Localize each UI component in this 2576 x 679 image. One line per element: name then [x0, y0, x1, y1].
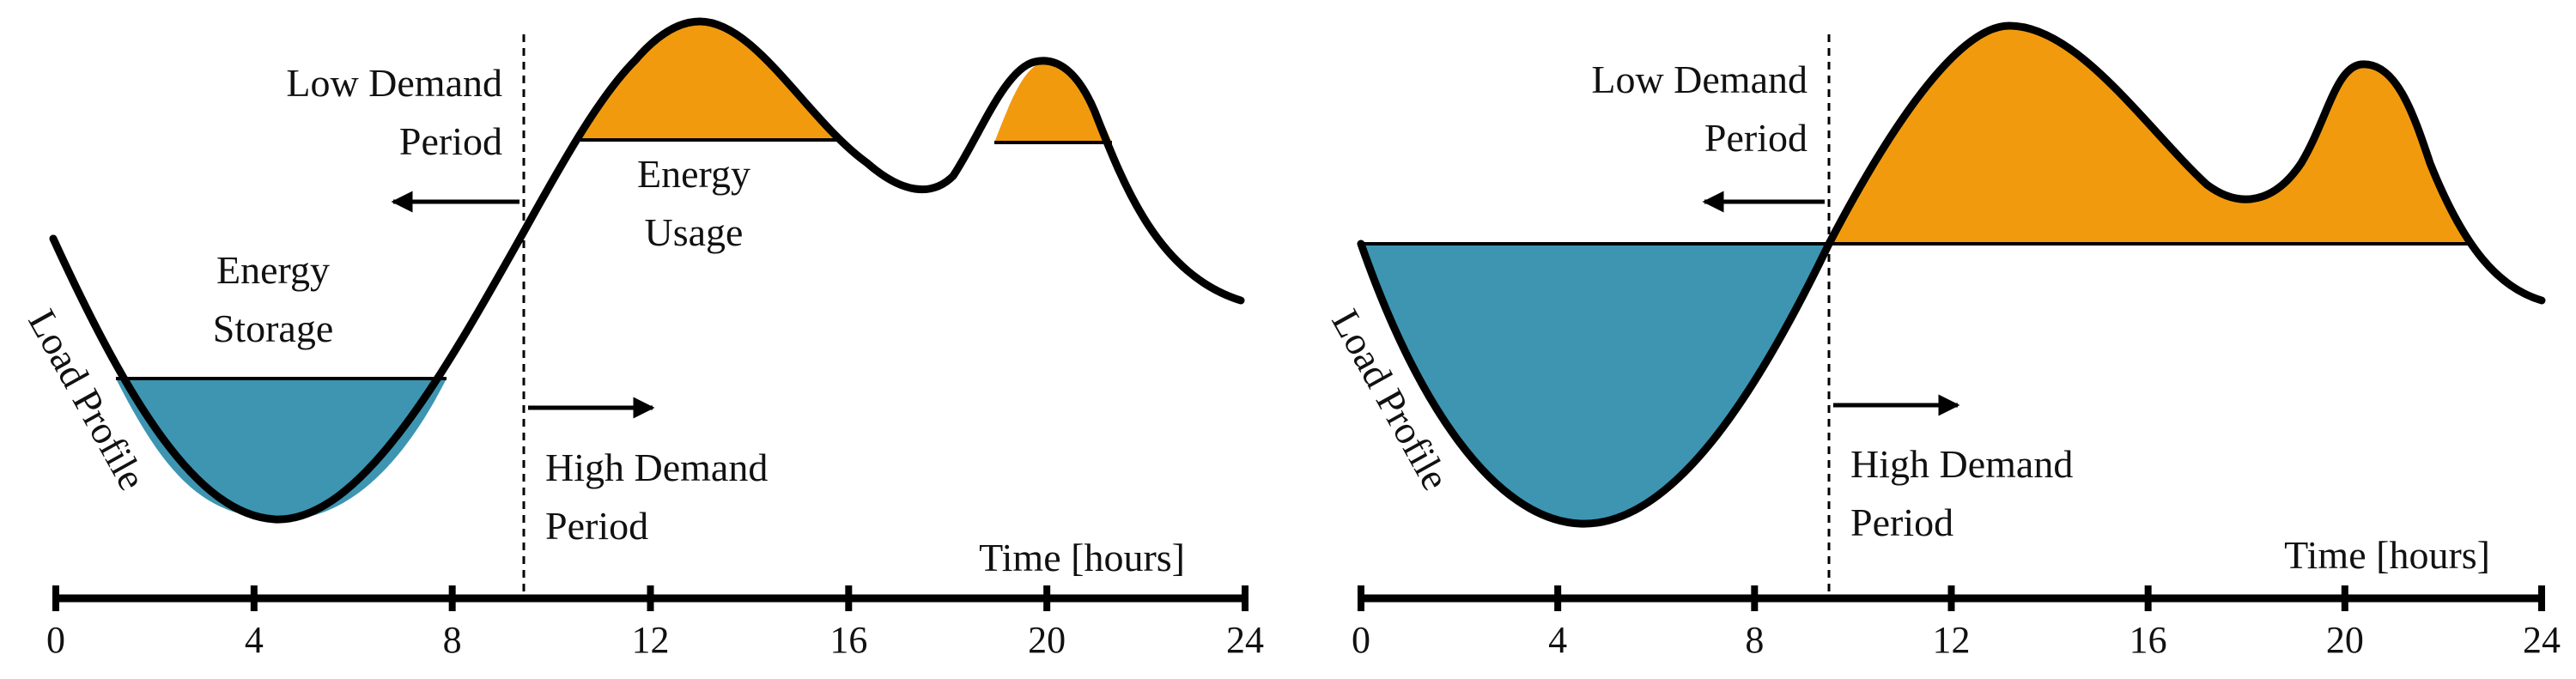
time-axis-tick-label: 12: [632, 619, 670, 661]
energy-storage-area: [116, 379, 447, 520]
time-axis-tick-label: 4: [245, 619, 264, 661]
energy-storage-area: [1361, 244, 1829, 524]
load-profile-curve: [49, 17, 1245, 524]
energy-usage-label-line2: Usage: [645, 210, 744, 254]
energy-usage-area-main-peak: [580, 21, 841, 140]
low-demand-label-line2: Period: [399, 119, 502, 163]
energy-usage-area: [1829, 26, 2473, 244]
energy-storage-label-line2: Storage: [213, 306, 334, 350]
time-axis-tick-label: 16: [2129, 619, 2167, 661]
left-panel: Low Demand Period Energy Storage Energy …: [20, 17, 1264, 661]
time-axis-tick-label: 24: [2523, 619, 2561, 661]
time-axis-tick-label: 12: [1933, 619, 1971, 661]
energy-usage-label-line1: Energy: [637, 152, 750, 196]
time-axis-tick-label: 20: [2326, 619, 2364, 661]
low-demand-label-line2: Period: [1704, 116, 1807, 160]
time-axis-tick-label: 16: [829, 619, 867, 661]
time-axis-label: Time [hours]: [979, 536, 1185, 579]
time-axis-tick-label: 8: [1745, 619, 1764, 661]
energy-usage-area-second-peak: [994, 60, 1112, 142]
high-demand-label-line2: Period: [1850, 500, 1953, 544]
right-panel: Low Demand Period High Demand Period Loa…: [1323, 21, 2561, 661]
time-axis-tick-label: 4: [1548, 619, 1567, 661]
time-axis-tick-label: 8: [443, 619, 462, 661]
time-axis-label: Time [hours]: [2284, 533, 2490, 577]
time-axis-tick-label: 0: [1352, 619, 1370, 661]
time-axis: 0 4 8 12 16 20 24: [1352, 585, 2561, 661]
time-axis-tick-label: 0: [46, 619, 65, 661]
energy-storage-label-line1: Energy: [216, 248, 330, 292]
time-axis-tick-label: 20: [1028, 619, 1066, 661]
time-axis-tick-label: 24: [1226, 619, 1264, 661]
low-demand-label-line1: Low Demand: [1591, 58, 1807, 101]
high-demand-label-line2: Period: [545, 504, 648, 548]
high-demand-label-line1: High Demand: [545, 446, 768, 489]
high-demand-label-line1: High Demand: [1850, 442, 2073, 486]
load-profile-curve: [1357, 21, 2546, 528]
low-demand-label-line1: Low Demand: [286, 61, 502, 105]
time-axis: 0 4 8 12 16 20 24: [46, 585, 1264, 661]
